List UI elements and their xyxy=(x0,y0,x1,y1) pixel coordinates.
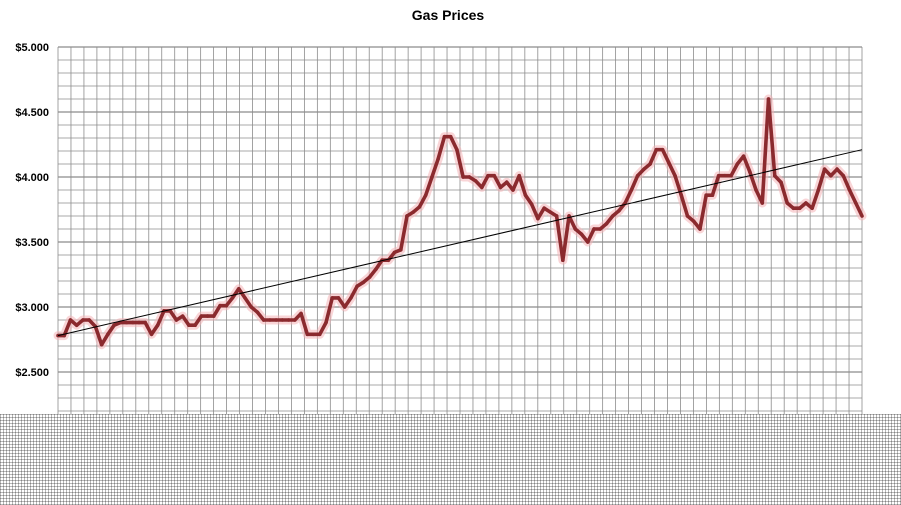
y-tick-label: $2.500 xyxy=(15,367,49,379)
series-line-segment xyxy=(847,188,858,205)
series-line-segment xyxy=(710,173,721,197)
series-line-segment xyxy=(523,193,534,207)
series-line-segment xyxy=(299,311,310,337)
series-line-segment xyxy=(779,180,790,205)
series-line-segment xyxy=(517,173,528,197)
series-line-segment xyxy=(180,314,191,328)
series-line-segment xyxy=(193,314,204,328)
series-line-segment xyxy=(629,173,640,192)
y-tick-label: $3.000 xyxy=(15,302,49,314)
series-line-segment xyxy=(448,134,459,152)
y-axis-tick-labels: $5.000$4.500$4.000$3.500$3.000$2.500$2.0… xyxy=(15,42,49,444)
series-line-segment xyxy=(423,175,434,197)
series-line-segment xyxy=(816,167,827,192)
series-line-segment xyxy=(766,97,777,178)
series-line-segment xyxy=(398,214,409,252)
series-line-segment xyxy=(243,296,254,309)
series-line-segment xyxy=(455,147,465,179)
series-line-segment xyxy=(698,193,708,231)
series-line-segment xyxy=(143,320,154,337)
series-line-segment xyxy=(436,134,447,161)
series-line-segment xyxy=(324,296,335,325)
y-tick-label: $4.500 xyxy=(15,107,49,119)
series-layer xyxy=(53,94,867,350)
gridlines xyxy=(57,46,863,438)
series-line-segment xyxy=(748,170,758,192)
series-line-segment xyxy=(729,162,740,178)
series-line-segment xyxy=(648,147,659,166)
series-line-segment xyxy=(62,318,73,338)
series-line-segment xyxy=(666,160,677,178)
series-line-segment xyxy=(93,324,104,347)
series-line-segment xyxy=(623,188,634,205)
series-line-segment xyxy=(168,309,179,322)
series-line-segment xyxy=(536,206,546,221)
trend-line xyxy=(57,149,863,337)
series-line-segment xyxy=(741,154,752,174)
series-line-segment xyxy=(317,320,328,337)
series-line-segment xyxy=(374,258,384,272)
series-line-segment xyxy=(417,193,428,209)
series-line-segment xyxy=(155,309,166,328)
chart-title: Gas Prices xyxy=(412,7,485,23)
series-line-segment xyxy=(561,214,571,263)
series-line-segment xyxy=(492,173,503,190)
series-line-segment xyxy=(679,193,690,218)
series-line-segment xyxy=(349,284,359,300)
series-line-segment xyxy=(585,227,596,244)
y-tick-label: $3.500 xyxy=(15,237,49,249)
series-line-segment xyxy=(106,323,116,337)
series-line-segment xyxy=(149,323,160,337)
y-tick-label: $5.000 xyxy=(15,42,49,54)
y-tick-label: $4.000 xyxy=(15,172,49,184)
series-line-segment xyxy=(660,147,671,165)
series-line-segment xyxy=(342,296,353,309)
series-line-segment xyxy=(554,214,565,263)
series-line-segment xyxy=(529,202,540,221)
series-line-segment xyxy=(480,173,490,190)
series-line-segment xyxy=(760,97,771,205)
series-line-segment xyxy=(99,332,110,347)
series-line-segment xyxy=(841,173,852,192)
series-line-segment xyxy=(853,201,864,218)
series-line-segment xyxy=(567,214,578,231)
series-line-segment xyxy=(212,303,222,318)
series-line-segment xyxy=(430,157,440,179)
series-line-segment xyxy=(810,188,821,210)
obscured-x-axis-region xyxy=(0,414,901,505)
